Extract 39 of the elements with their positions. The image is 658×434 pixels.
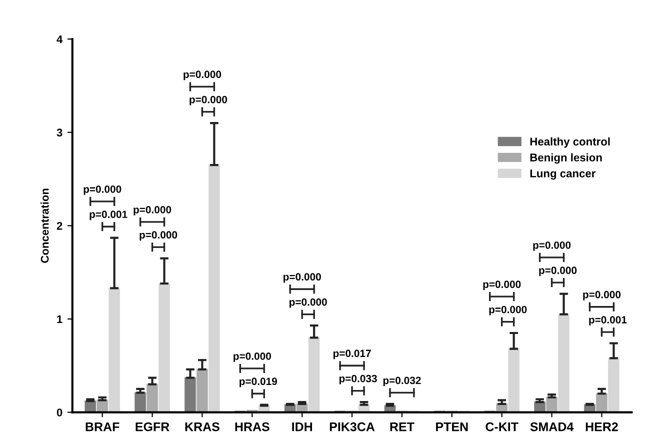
y-tick-label: 2 xyxy=(56,222,62,230)
annotation: p=0.000 xyxy=(489,306,527,316)
x-tick-label: PIK3CA xyxy=(330,422,375,432)
x-tick-label: RET xyxy=(390,422,414,432)
annotation: p=0.000 xyxy=(134,206,172,216)
annotation: p=0.017 xyxy=(333,350,371,360)
y-tick-label: 1 xyxy=(57,315,62,324)
annotation: p=0.000 xyxy=(290,298,327,308)
annotation: p=0.000 xyxy=(184,70,222,80)
annotation: p=0.000 xyxy=(284,273,321,283)
x-tick-label: C-KIT xyxy=(486,422,518,432)
x-tick-label: EGFR xyxy=(136,422,170,432)
annotation: p=0.000 xyxy=(140,231,178,241)
annotation: p=0.000 xyxy=(190,96,228,106)
y-axis-title: Concentration xyxy=(40,188,49,263)
x-tick-label: KRAS xyxy=(185,422,220,432)
annotation: p=0.000 xyxy=(234,352,271,362)
y-tick-label: 4 xyxy=(56,35,63,44)
annotation: p=0.000 xyxy=(583,290,621,300)
x-tick-label: BRAF xyxy=(86,422,120,432)
annotation: p=0.001 xyxy=(90,210,128,220)
annotation: p=0.032 xyxy=(383,376,421,386)
annotation: p=0.000 xyxy=(483,280,521,290)
annotation: p=0.000 xyxy=(533,241,571,251)
legend-label: Benign lesion xyxy=(530,153,602,164)
annotation: p=0.000 xyxy=(84,185,122,195)
annotation: p=0.033 xyxy=(339,374,377,384)
annotation: p=0.000 xyxy=(539,266,577,276)
x-tick-label: HRAS xyxy=(235,422,270,432)
annotation: p=0.019 xyxy=(240,378,278,388)
x-tick-label: SMAD4 xyxy=(530,422,574,432)
legend-label: Healthy control xyxy=(530,137,610,148)
y-tick-label: 0 xyxy=(56,408,62,416)
legend-label: Lung cancer xyxy=(530,170,596,180)
x-tick-label: PTEN xyxy=(436,422,468,432)
x-tick-label: IDH xyxy=(292,422,312,432)
x-tick-label: HER2 xyxy=(586,422,618,432)
y-tick-label: 3 xyxy=(56,128,62,137)
annotation: p=0.001 xyxy=(589,316,627,326)
